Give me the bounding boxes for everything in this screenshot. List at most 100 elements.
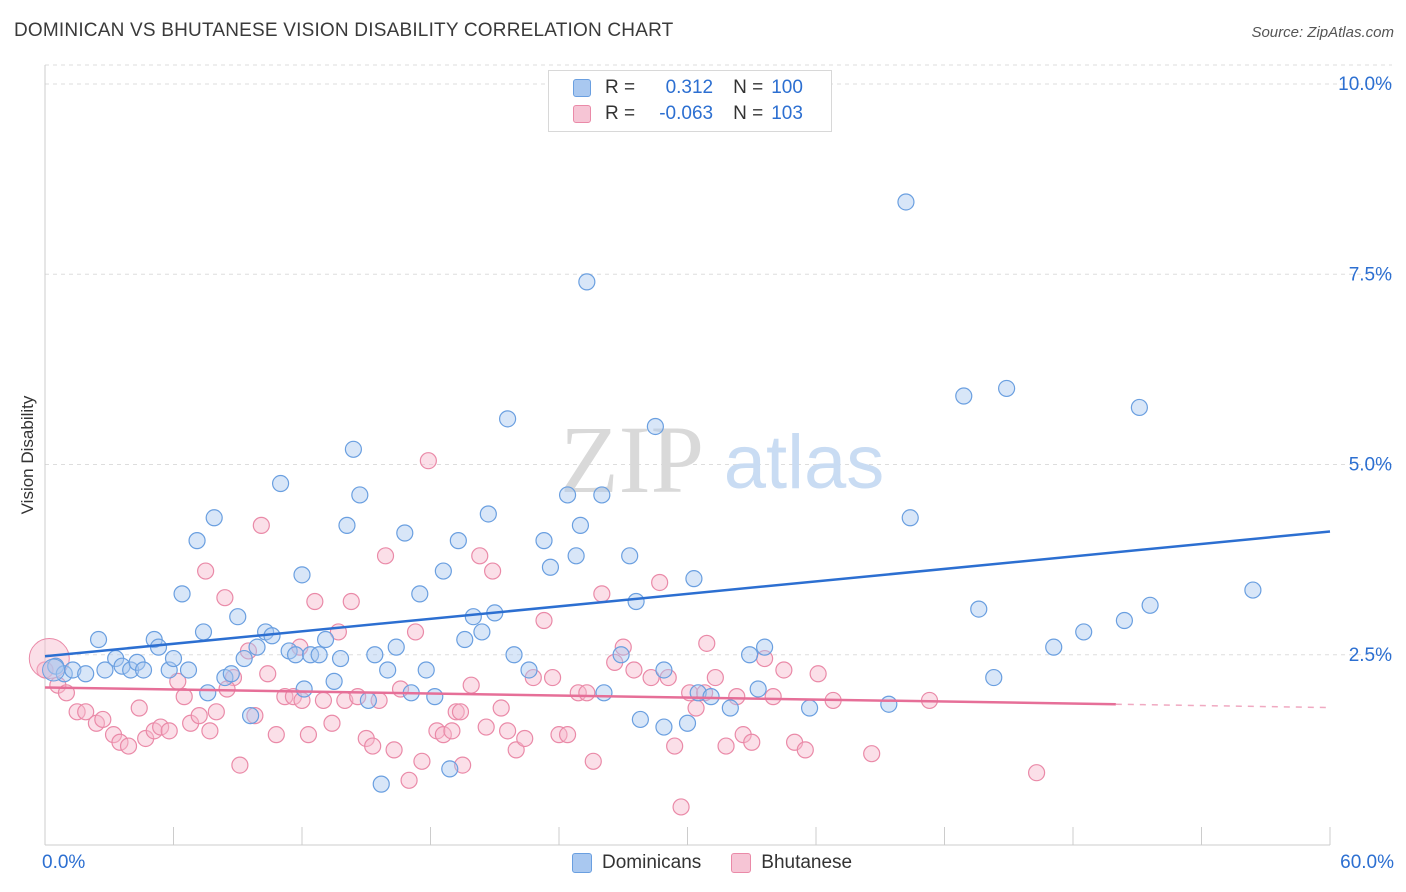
legend-n-value: 100 xyxy=(771,77,803,98)
data-point xyxy=(323,714,341,732)
data-point xyxy=(499,410,517,428)
bhutanese-points xyxy=(28,452,1046,816)
series-label: Bhutanese xyxy=(761,852,853,873)
data-point xyxy=(235,649,253,668)
data-point xyxy=(316,630,335,649)
watermark: ZIP atlas xyxy=(560,406,884,513)
data-point xyxy=(94,710,112,729)
data-point xyxy=(479,505,497,523)
data-point xyxy=(188,532,206,550)
data-point xyxy=(42,658,66,682)
data-point xyxy=(130,699,148,717)
data-point xyxy=(706,668,724,687)
series-legend-dominicans[interactable]: Dominicans xyxy=(572,852,701,874)
data-point xyxy=(970,600,988,618)
dominican-points xyxy=(42,193,1262,793)
data-point xyxy=(413,752,431,770)
data-point xyxy=(507,741,525,759)
data-point xyxy=(1115,611,1134,630)
data-point xyxy=(366,646,384,664)
legend-r-value: -0.063 xyxy=(659,103,714,124)
data-point xyxy=(535,611,553,630)
series-swatch-pink xyxy=(731,853,752,873)
data-point xyxy=(543,668,562,687)
data-point xyxy=(344,440,362,458)
data-point xyxy=(646,417,664,436)
data-point xyxy=(293,566,311,584)
data-point xyxy=(385,741,403,759)
data-point xyxy=(755,638,774,656)
y-tick-label: 2.5% xyxy=(1349,645,1392,666)
data-point xyxy=(286,646,305,664)
series-label: Dominicans xyxy=(602,852,702,873)
data-point xyxy=(471,547,489,565)
data-point xyxy=(571,516,590,534)
data-point xyxy=(584,752,602,770)
data-point xyxy=(625,661,643,679)
data-point xyxy=(248,638,266,656)
axes xyxy=(44,65,1331,846)
data-point xyxy=(651,573,669,592)
data-point xyxy=(443,722,461,740)
trend-lines xyxy=(44,530,1331,709)
data-point xyxy=(1141,596,1159,614)
data-point xyxy=(267,726,285,744)
data-point xyxy=(464,608,482,626)
data-point xyxy=(216,589,234,607)
data-point xyxy=(578,684,596,702)
data-point xyxy=(764,688,782,706)
dominican-trend-line xyxy=(44,530,1331,658)
data-point xyxy=(612,646,630,664)
data-point xyxy=(1027,764,1046,782)
data-point xyxy=(242,707,260,725)
data-point xyxy=(678,714,697,732)
data-point xyxy=(259,665,277,683)
data-point xyxy=(119,737,138,755)
data-point xyxy=(89,630,108,649)
legend-n-label: N = xyxy=(733,77,764,98)
y-tick-label: 10.0% xyxy=(1338,74,1392,95)
data-point xyxy=(541,558,560,576)
data-point xyxy=(685,570,703,588)
data-point xyxy=(434,562,452,580)
series-swatch-blue xyxy=(572,853,592,873)
data-point xyxy=(627,592,645,611)
source-note: Source: ZipAtlas.com xyxy=(1251,24,1394,41)
data-point xyxy=(520,661,538,679)
correlation-legend: R = 0.312 N = 100 R = -0.063 N = 103 xyxy=(548,70,832,132)
data-point xyxy=(1075,623,1093,641)
x-tick-label-max: 60.0% xyxy=(1340,852,1394,873)
data-point xyxy=(593,585,611,603)
data-point xyxy=(77,665,95,683)
data-point xyxy=(338,516,356,534)
data-point xyxy=(229,608,247,626)
legend-row-dominicans: R = 0.312 N = 100 xyxy=(573,76,803,100)
data-point xyxy=(201,722,219,740)
data-point xyxy=(199,684,217,702)
data-point xyxy=(376,547,395,565)
legend-r-value: 0.312 xyxy=(665,77,714,98)
series-legend-bhutanese[interactable]: Bhutanese xyxy=(731,852,852,874)
data-point xyxy=(473,623,491,641)
data-point xyxy=(749,680,767,698)
data-point xyxy=(558,726,577,744)
data-point xyxy=(499,722,517,740)
data-point xyxy=(207,703,225,721)
data-point xyxy=(863,745,881,763)
data-point xyxy=(271,474,290,493)
data-point xyxy=(434,726,452,744)
data-point xyxy=(406,623,425,641)
data-point xyxy=(364,737,382,755)
data-point xyxy=(419,452,437,470)
data-point xyxy=(387,638,405,656)
data-point xyxy=(314,691,333,710)
data-point xyxy=(741,646,759,664)
data-point xyxy=(295,680,313,698)
data-point xyxy=(299,726,318,744)
data-point xyxy=(252,516,270,534)
data-point xyxy=(331,649,350,668)
data-point xyxy=(451,703,470,721)
data-point xyxy=(96,661,114,679)
data-point xyxy=(717,737,735,755)
data-point xyxy=(325,672,343,690)
